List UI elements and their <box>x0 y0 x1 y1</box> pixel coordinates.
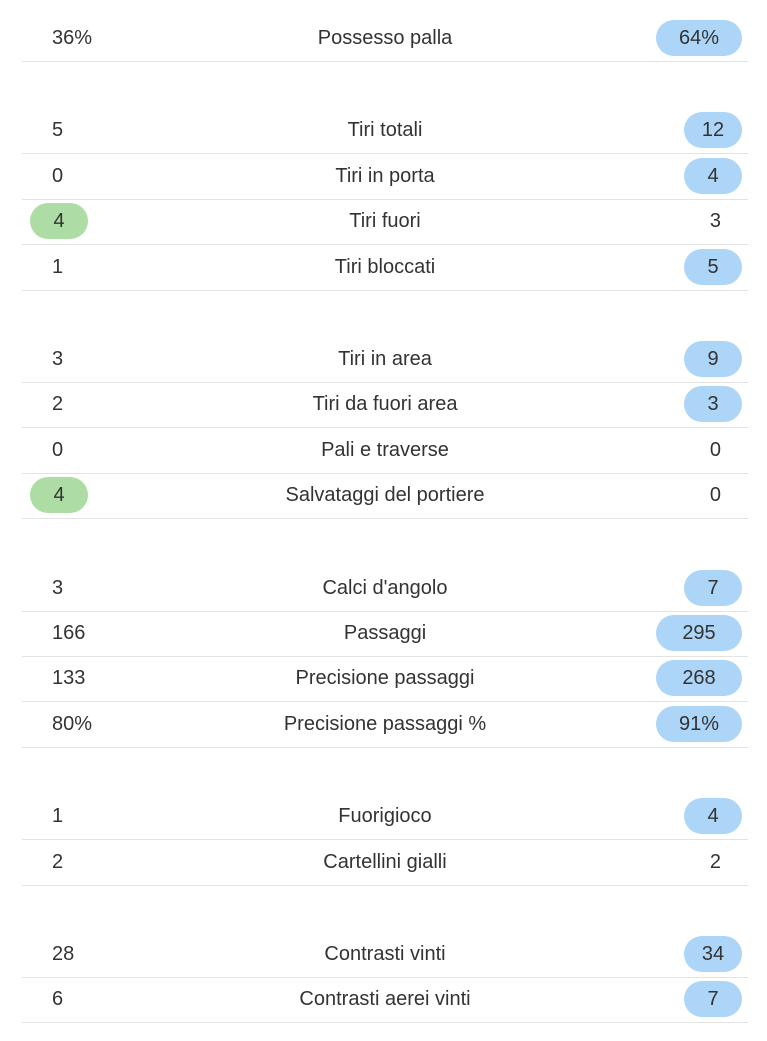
stat-label: Salvataggi del portiere <box>285 484 485 507</box>
stat-label: Tiri bloccati <box>334 255 436 278</box>
stat-label: Tiri fuori <box>349 210 421 233</box>
row-divider <box>22 977 748 978</box>
home-value: 2 <box>52 850 64 873</box>
home-value: 5 <box>52 119 64 142</box>
away-value: 7 <box>684 569 742 606</box>
away-value: 268 <box>656 660 742 697</box>
away-value: 7 <box>684 981 742 1018</box>
away-value: 3 <box>684 386 742 423</box>
stat-label: Passaggi <box>343 622 427 644</box>
home-value: 6 <box>52 988 64 1011</box>
stat-label: Pali e traverse <box>321 438 449 461</box>
home-value: 4 <box>30 477 88 514</box>
row-divider <box>22 1022 748 1024</box>
home-value: 4 <box>30 203 88 240</box>
home-value: 80% <box>52 712 93 735</box>
stat-label: Precisione passaggi <box>295 667 475 690</box>
stat-label: Precisione passaggi % <box>283 712 487 735</box>
row-divider <box>22 884 748 886</box>
away-value: 2 <box>709 850 721 873</box>
away-value: 5 <box>684 248 742 285</box>
home-value: 3 <box>52 576 64 599</box>
stat-label: Contrasti aerei vinti <box>299 988 471 1011</box>
stat-label: Tiri totali <box>347 119 423 142</box>
home-value: 2 <box>52 393 64 416</box>
home-value: 166 <box>52 622 86 644</box>
row-divider <box>22 746 748 748</box>
row-divider <box>22 61 748 62</box>
home-value: 1 <box>52 255 64 278</box>
stat-label: Tiri da fuori area <box>312 393 458 416</box>
row-divider <box>22 839 748 841</box>
stat-label: Calci d'angolo <box>322 576 448 599</box>
row-divider <box>22 472 748 474</box>
away-value: 91% <box>656 705 742 742</box>
stat-label: Possesso palla <box>317 27 453 49</box>
away-value: 4 <box>684 798 742 835</box>
row-divider <box>22 518 748 520</box>
stat-label: Cartellini gialli <box>323 850 447 873</box>
away-value: 3 <box>709 210 721 233</box>
stat-label: Contrasti vinti <box>324 943 446 965</box>
away-value: 12 <box>684 112 742 149</box>
home-value: 1 <box>52 805 64 828</box>
row-divider <box>22 701 748 703</box>
home-value: 28 <box>52 943 75 965</box>
row-divider <box>22 244 748 246</box>
home-value: 36% <box>52 27 93 49</box>
row-divider <box>22 610 748 612</box>
row-divider <box>22 656 748 657</box>
row-divider <box>22 153 748 155</box>
stat-label: Tiri in area <box>338 348 432 370</box>
row-divider <box>22 427 748 429</box>
away-value: 295 <box>656 615 742 651</box>
home-value: 0 <box>52 438 64 461</box>
home-value: 3 <box>52 348 64 370</box>
away-value: 34 <box>684 936 742 972</box>
stat-label: Tiri in porta <box>335 164 435 187</box>
row-divider <box>22 382 748 383</box>
home-value: 0 <box>52 164 64 187</box>
stat-label: Fuorigioco <box>338 805 432 828</box>
away-value: 0 <box>709 438 721 461</box>
away-value: 0 <box>709 484 721 507</box>
home-value: 133 <box>52 667 86 690</box>
away-value: 9 <box>684 341 742 377</box>
away-value: 4 <box>684 157 742 194</box>
row-divider <box>22 198 748 200</box>
away-value: 64% <box>656 20 742 56</box>
row-divider <box>22 289 748 291</box>
